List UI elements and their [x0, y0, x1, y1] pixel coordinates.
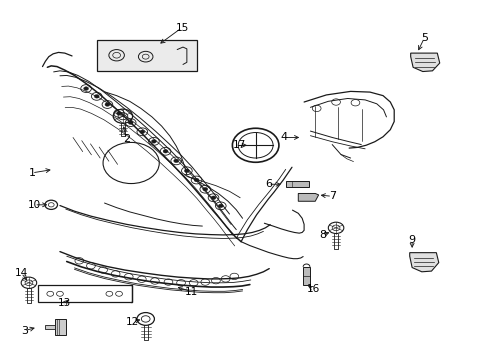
Text: 1: 1: [28, 168, 35, 178]
Text: 10: 10: [28, 200, 41, 210]
Bar: [38, 285, 132, 302]
Text: 8: 8: [319, 230, 326, 240]
Text: 15: 15: [175, 23, 189, 33]
Circle shape: [95, 95, 99, 98]
Text: 14: 14: [15, 268, 28, 278]
Circle shape: [151, 140, 156, 143]
Bar: [97, 40, 196, 71]
Text: 4: 4: [280, 132, 287, 143]
Text: 17: 17: [233, 140, 246, 150]
Circle shape: [203, 188, 208, 191]
Circle shape: [117, 112, 122, 115]
Polygon shape: [298, 193, 318, 201]
Polygon shape: [410, 253, 439, 272]
Polygon shape: [411, 53, 440, 72]
Circle shape: [105, 103, 110, 106]
Text: 13: 13: [58, 298, 72, 309]
Polygon shape: [286, 181, 309, 187]
Polygon shape: [46, 325, 55, 329]
Text: 11: 11: [185, 287, 198, 297]
Circle shape: [219, 204, 223, 208]
Circle shape: [163, 149, 168, 153]
Text: 3: 3: [21, 326, 28, 336]
Polygon shape: [303, 267, 310, 284]
Text: 6: 6: [265, 179, 272, 189]
Circle shape: [128, 121, 133, 124]
Text: 2: 2: [123, 134, 130, 144]
Polygon shape: [55, 319, 66, 335]
Circle shape: [211, 196, 216, 199]
Text: 16: 16: [307, 284, 320, 294]
Circle shape: [174, 159, 179, 163]
Circle shape: [194, 178, 199, 182]
Text: 5: 5: [421, 33, 428, 43]
Circle shape: [140, 130, 145, 134]
Circle shape: [184, 169, 189, 172]
Circle shape: [84, 87, 89, 90]
Text: 12: 12: [126, 317, 139, 327]
Text: 7: 7: [329, 191, 336, 201]
Text: 9: 9: [409, 235, 416, 245]
